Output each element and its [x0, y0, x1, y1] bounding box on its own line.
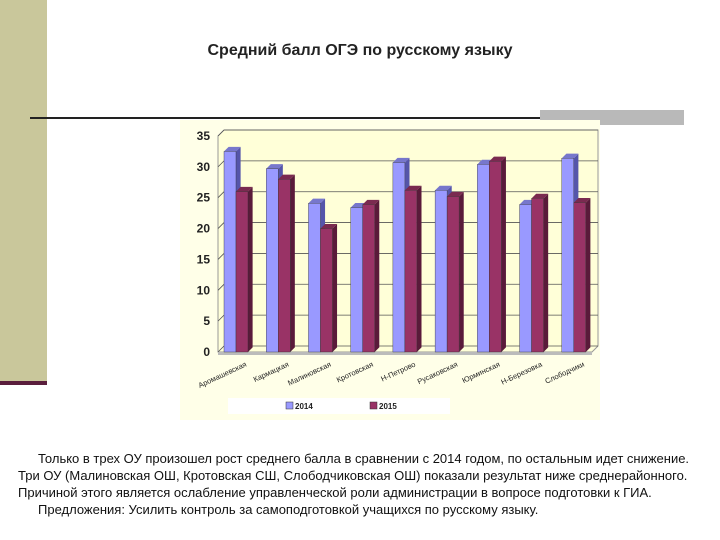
bar-top	[573, 198, 591, 203]
bar-top	[278, 174, 295, 180]
bar-side	[416, 185, 422, 352]
bar-2014-Малиновская	[308, 203, 321, 353]
y-tick-label: 35	[197, 129, 211, 143]
decorative-side-line	[0, 381, 47, 385]
y-tick-label: 20	[197, 222, 211, 236]
gridline-depth	[217, 129, 225, 137]
gridline-depth	[217, 160, 225, 168]
bar-side	[332, 223, 338, 352]
bar-2015-Кротовская	[362, 204, 375, 353]
legend-label: 2015	[379, 402, 397, 411]
y-tick-label: 15	[197, 252, 211, 266]
bar-2015-Юрминская	[489, 161, 502, 353]
bar-2015-Малиновская	[320, 228, 333, 353]
bar-2014-Н-Березовка	[519, 204, 532, 353]
bar-top	[236, 186, 253, 192]
bar-side	[501, 156, 506, 352]
legend-label: 2014	[295, 402, 313, 411]
bar-2015-Русаковская	[446, 196, 460, 353]
bar-top	[320, 223, 338, 229]
bar-top	[362, 199, 380, 205]
bar-top	[489, 156, 506, 162]
paragraph-proposal: Предложения: Усилить контроль за самопод…	[38, 502, 539, 517]
bar-2015-Слободчики	[573, 202, 586, 353]
paragraph-conclusion: Только в трех ОУ произошел рост среднего…	[18, 451, 690, 500]
bar-top	[531, 193, 549, 199]
bar-side	[543, 193, 549, 352]
gridline-depth	[217, 191, 225, 198]
bar-side	[585, 198, 591, 352]
gridline-depth	[217, 253, 225, 260]
bar-top	[392, 157, 410, 163]
bar-top	[561, 153, 579, 159]
bar-top	[447, 191, 464, 197]
bar-2014-Кармацкая	[266, 168, 279, 353]
bar-side	[374, 199, 380, 352]
divider	[30, 117, 684, 119]
gridline-depth	[217, 314, 225, 322]
gridline-depth	[217, 345, 225, 353]
legend-box	[228, 398, 450, 414]
bar-2015-Н-Березовка	[531, 198, 544, 353]
bar-side	[459, 191, 464, 352]
bar-top	[404, 185, 422, 191]
slide-text: Только в трех ОУ произошел рост среднего…	[18, 450, 708, 518]
bar-2014-Аромашевская	[223, 151, 237, 353]
bar-2014-Н-Петрово	[392, 162, 406, 353]
bar-2014-Юрминская	[477, 164, 490, 353]
y-tick-label: 10	[197, 283, 211, 297]
bar-2014-Слободчики	[561, 158, 574, 353]
bar-2015-Кармацкая	[278, 179, 291, 353]
slide-title: Средний балл ОГЭ по русскому языку	[207, 42, 513, 59]
bar-2015-Н-Петрово	[404, 190, 418, 353]
bar-2014-Русаковская	[434, 190, 448, 353]
bar-top	[308, 198, 326, 204]
decorative-side-bar	[0, 0, 47, 381]
y-tick-label: 30	[197, 160, 211, 174]
legend-swatch-2014	[285, 401, 294, 410]
bar-side	[248, 186, 253, 352]
bar-top	[435, 185, 452, 191]
bar-2015-Аромашевская	[235, 191, 249, 353]
gridline-depth	[217, 222, 225, 229]
bar-top	[224, 146, 241, 152]
y-tick-label: 5	[203, 314, 210, 328]
floor	[218, 352, 592, 355]
y-tick-label: 25	[197, 191, 211, 205]
y-tick-label: 0	[203, 345, 210, 359]
bar-2014-Кротовская	[350, 207, 363, 353]
bar-top	[266, 164, 283, 169]
gridline-depth	[217, 284, 225, 291]
bar-side	[290, 174, 295, 352]
legend-swatch-2015	[369, 401, 378, 410]
